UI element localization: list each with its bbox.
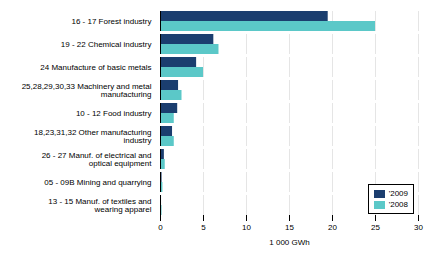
svg-text:26 - 27 Manuf. of electrical a: 26 - 27 Manuf. of electrical andoptical … (42, 151, 153, 168)
svg-text:25: 25 (371, 223, 380, 232)
svg-text:1 000 GWh: 1 000 GWh (269, 238, 309, 247)
svg-text:5: 5 (201, 223, 206, 232)
svg-text:05 - 09B Mining and quarrying: 05 - 09B Mining and quarrying (44, 178, 151, 187)
svg-text:0: 0 (158, 223, 163, 232)
svg-text:18,23,31,32 Other manufacturin: 18,23,31,32 Other manufacturingindustry (34, 128, 151, 145)
svg-text:24 Manufacture of basic metals: 24 Manufacture of basic metals (40, 63, 151, 72)
svg-text:19 - 22 Chemical industry: 19 - 22 Chemical industry (61, 40, 152, 49)
svg-text:10: 10 (242, 223, 251, 232)
svg-text:30: 30 (414, 223, 423, 232)
html-text:'2009: '2009 (388, 189, 408, 198)
svg-text:10 - 12 Food industry: 10 - 12 Food industry (76, 109, 152, 118)
svg-text:25,28,29,30,33 Machinery and m: 25,28,29,30,33 Machinery and metalmanufa… (22, 82, 152, 99)
svg-text:15: 15 (285, 223, 294, 232)
html-text:'2008: '2008 (388, 200, 408, 209)
svg-text:13 - 15 Manuf. of textiles and: 13 - 15 Manuf. of textiles andwearing ap… (48, 197, 151, 214)
svg-text:20: 20 (328, 223, 337, 232)
svg-text:16 - 17 Forest industry: 16 - 17 Forest industry (71, 17, 151, 26)
